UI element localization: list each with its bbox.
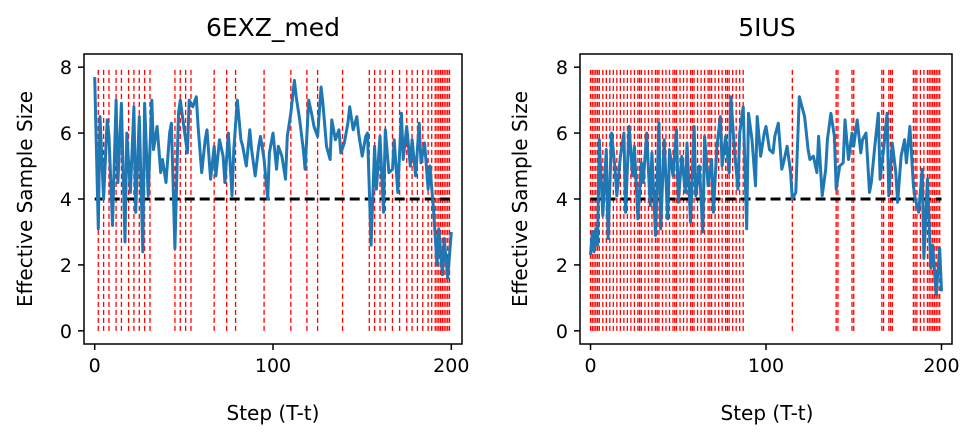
y-tick-label: 2 (60, 255, 72, 277)
x-tick-label: 100 (748, 355, 784, 377)
y-tick-label: 4 (556, 189, 568, 211)
y-tick-label: 2 (556, 255, 568, 277)
ess-series-line (589, 95, 943, 297)
ticks-right: 0 100 200 0 2 4 6 8 (556, 57, 960, 377)
chart-title-left: 6EXZ_med (206, 13, 340, 42)
x-axis-label-right: Step (T-t) (721, 401, 814, 425)
y-axis-label-right: Effective Sample Size (508, 91, 532, 307)
ticks-left: 0 100 200 0 2 4 6 8 (60, 57, 470, 377)
plot-area-right (589, 67, 943, 331)
x-tick-label: 0 (89, 355, 101, 377)
y-tick-label: 4 (60, 189, 72, 211)
y-tick-label: 6 (556, 123, 568, 145)
x-axis-label-left: Step (T-t) (227, 401, 320, 425)
chart-title-right: 5IUS (738, 13, 795, 42)
x-tick-label: 200 (433, 355, 469, 377)
x-tick-label: 100 (255, 355, 291, 377)
y-tick-label: 8 (60, 57, 72, 79)
ess-series-line (93, 77, 453, 280)
y-tick-label: 6 (60, 123, 72, 145)
subplot-left: 6EXZ_med 0 100 200 0 2 4 6 8 Step (T-t) Effecti… (13, 13, 469, 425)
y-tick-label: 8 (556, 57, 568, 79)
x-tick-label: 200 (923, 355, 959, 377)
y-tick-label: 0 (556, 321, 568, 343)
y-tick-label: 0 (60, 321, 72, 343)
x-tick-label: 0 (584, 355, 596, 377)
subplot-right: 5IUS 0 100 200 0 2 4 6 8 Step (T-t) Effective S… (508, 13, 960, 425)
y-axis-label-left: Effective Sample Size (13, 91, 37, 307)
plot-area-left (93, 67, 453, 331)
